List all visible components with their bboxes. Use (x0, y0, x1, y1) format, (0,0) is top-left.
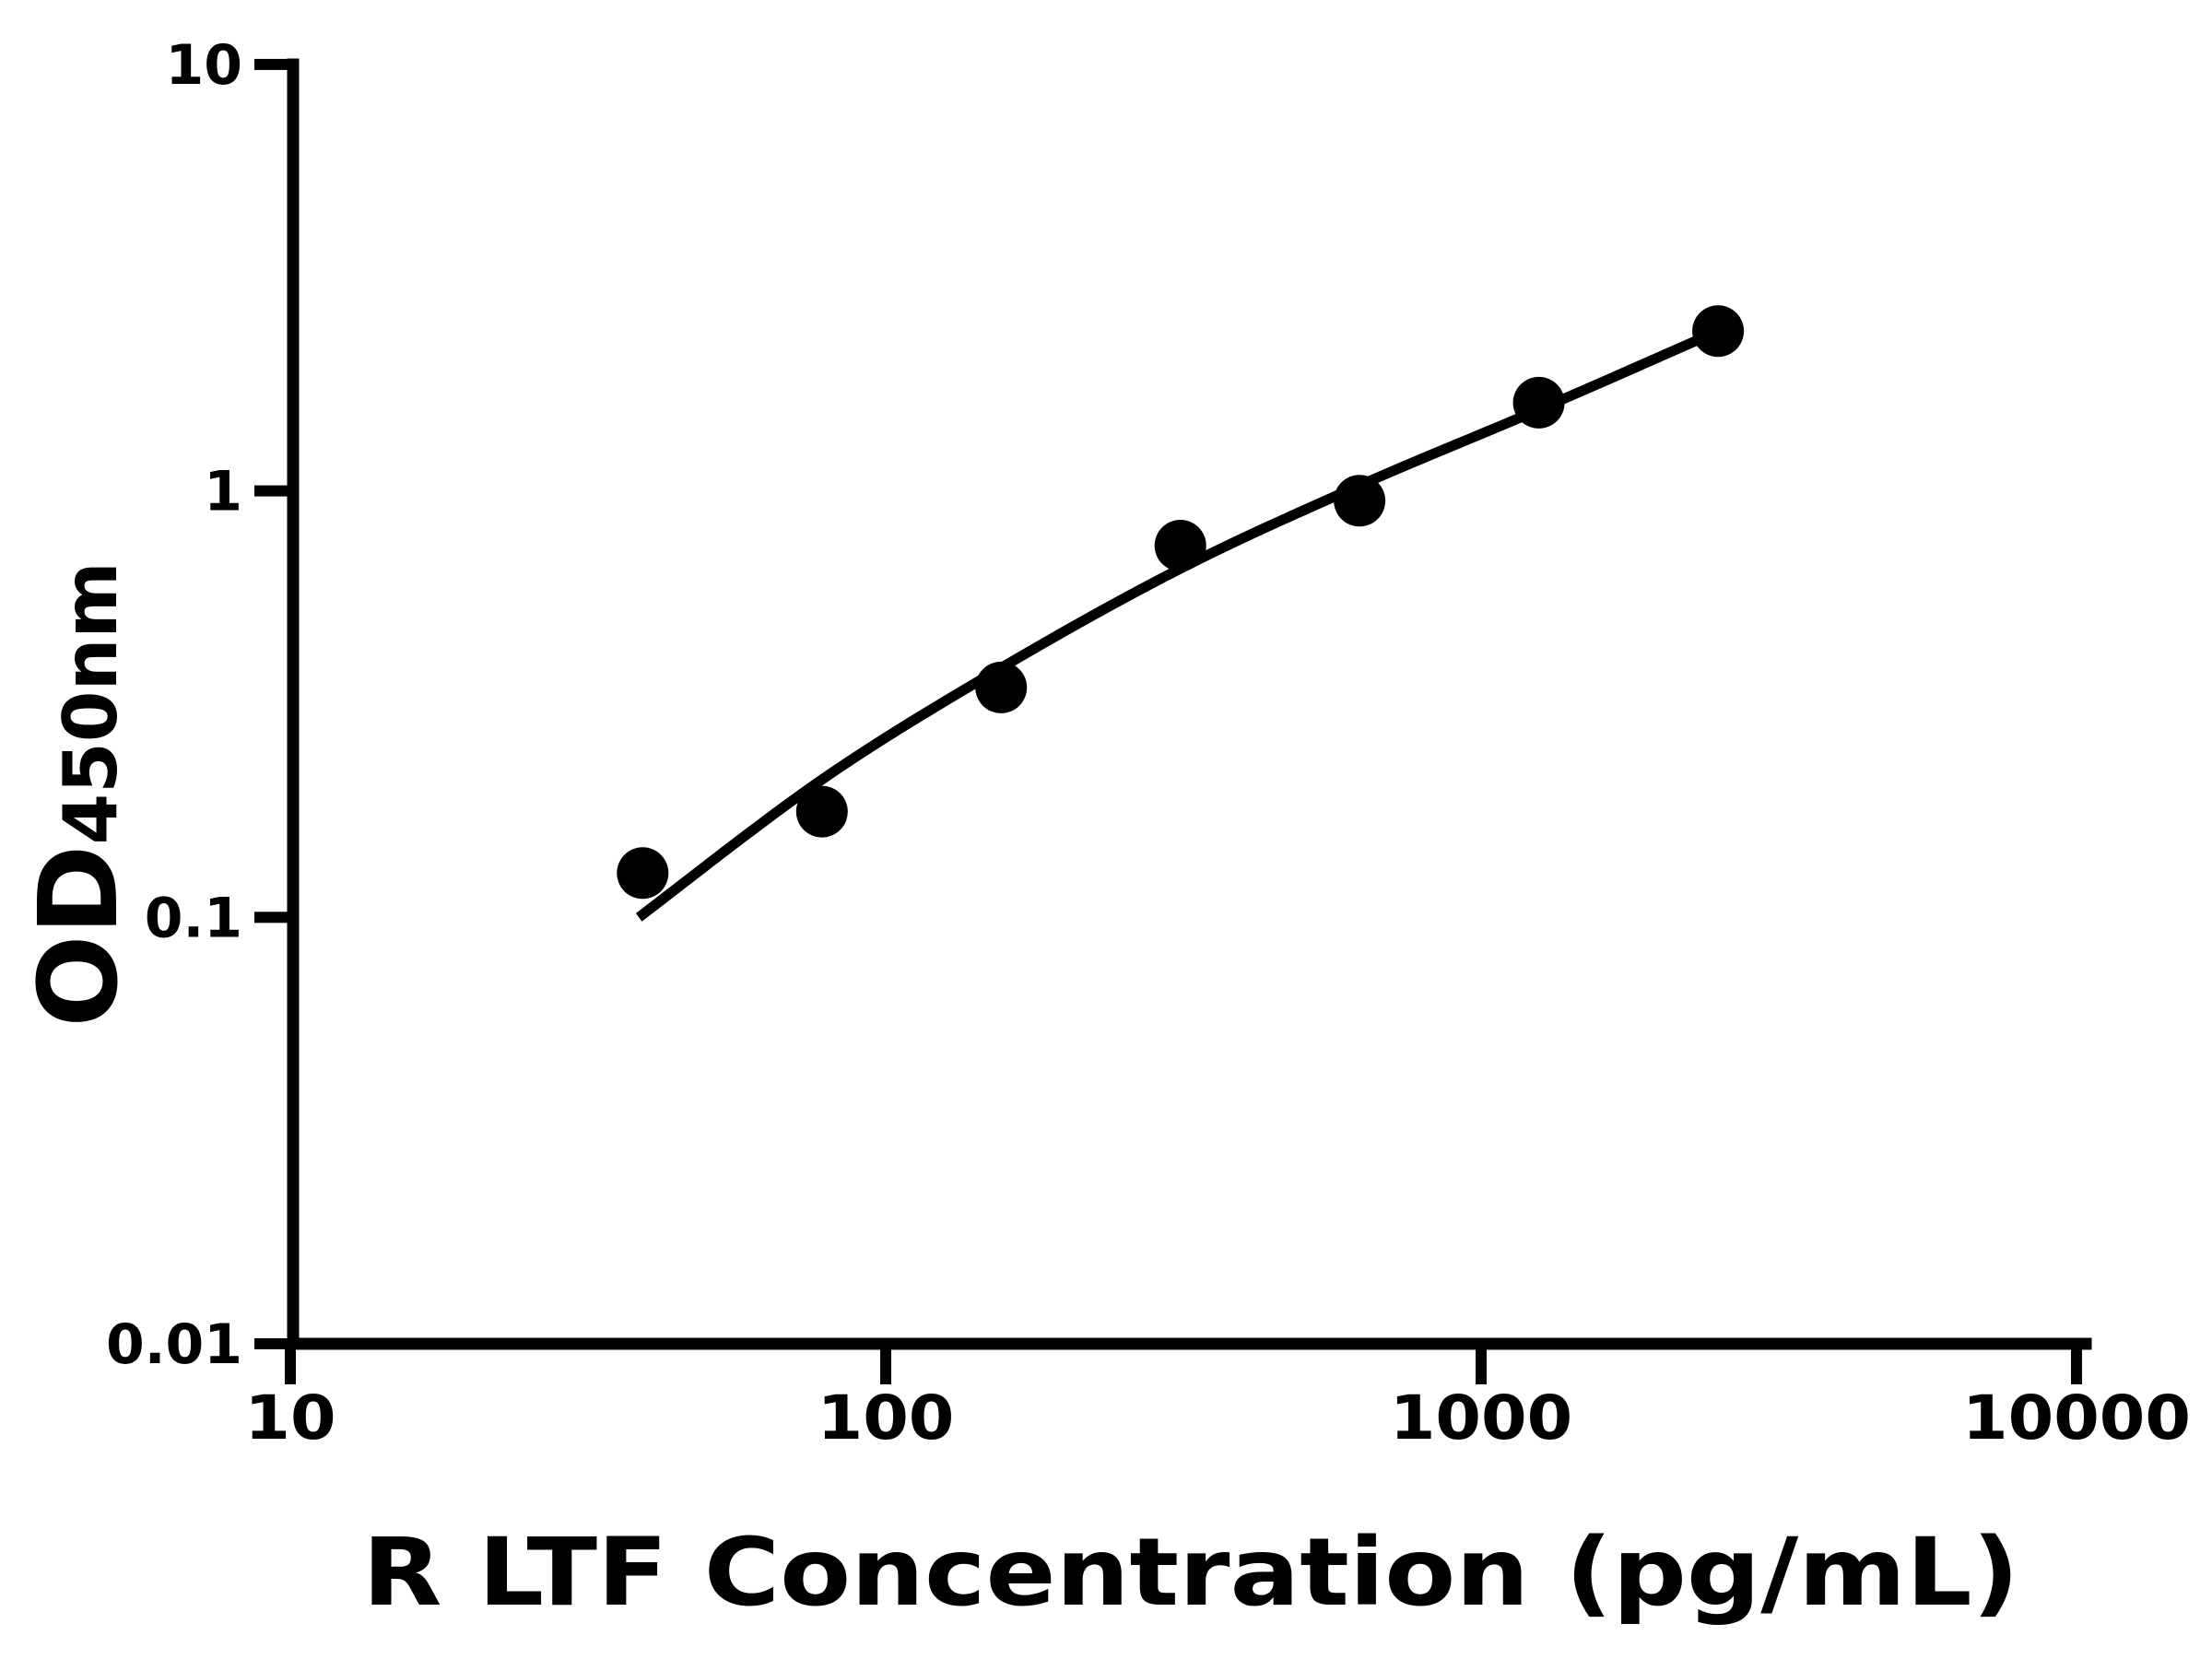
x-tick-label: 1000 (1390, 1382, 1572, 1453)
y-tick-labels: 10 1 0.1 0.01 (106, 33, 242, 1377)
y-tick-label: 1 (204, 460, 242, 524)
y-ticks (254, 58, 293, 1349)
y-tick-label: 0.01 (106, 1312, 242, 1377)
y-tick-label: 0.1 (145, 886, 242, 950)
x-axis-title: R LTF Concentration (pg/mL) (362, 1518, 2019, 1628)
x-tick (880, 1344, 891, 1384)
y-tick (254, 912, 293, 924)
y-axis-title: OD450nm (15, 561, 142, 1028)
data-points (617, 305, 1745, 900)
data-point (1154, 520, 1206, 571)
y-tick (254, 485, 293, 497)
data-point (1512, 376, 1565, 429)
data-point (975, 661, 1028, 713)
y-tick (254, 1338, 293, 1349)
x-tick (1476, 1344, 1487, 1384)
x-tick (285, 1344, 296, 1384)
data-point (1334, 475, 1386, 527)
data-point (1692, 305, 1745, 358)
x-tick (2071, 1344, 2082, 1384)
x-tick-labels: 10 100 1000 10000 (244, 1382, 2191, 1453)
x-tick-label: 10 (244, 1382, 335, 1453)
y-axis-title-main: OD (15, 845, 142, 1028)
x-ticks (285, 1344, 2082, 1384)
data-point (617, 847, 669, 900)
plot-area: 10 1 0.1 0.01 10 100 1000 10000 (106, 33, 2191, 1453)
y-axis-title-sub: 450nm (48, 561, 134, 844)
y-tick-label: 10 (166, 33, 243, 98)
x-tick-label: 100 (818, 1382, 955, 1453)
data-point (795, 785, 848, 838)
x-tick-label: 10000 (1962, 1382, 2191, 1453)
y-tick (254, 58, 293, 70)
x-axis-line (287, 1337, 2092, 1350)
y-axis-line (287, 58, 300, 1350)
